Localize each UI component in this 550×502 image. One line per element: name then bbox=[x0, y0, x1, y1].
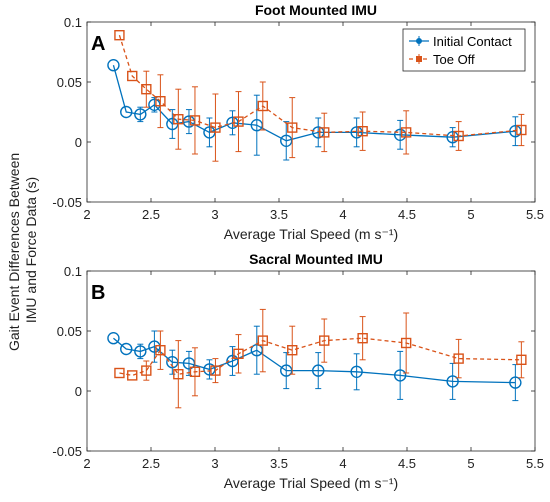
toe-off-point bbox=[233, 116, 244, 127]
legend-box bbox=[402, 28, 526, 72]
legend-marker-initial-contact bbox=[416, 38, 422, 44]
x-tick-label: 5.5 bbox=[526, 207, 544, 222]
toe-off-point bbox=[173, 369, 184, 380]
toe-off-point bbox=[257, 335, 268, 346]
initial-contact-point bbox=[107, 332, 120, 345]
toe-off-point bbox=[189, 366, 201, 377]
toe-off-point bbox=[516, 124, 527, 136]
x-tick-label: 4 bbox=[339, 207, 346, 222]
chart-title-a: Foot Mounted IMU bbox=[255, 2, 377, 18]
legend-label-initial-contact: Initial Contact bbox=[433, 34, 512, 49]
toe-off-point bbox=[155, 95, 166, 107]
legend-marker-toe-off bbox=[416, 56, 422, 62]
x-tick-label: 3 bbox=[211, 207, 218, 222]
x-tick-label: 2.5 bbox=[142, 456, 160, 471]
x-tick-label: 2 bbox=[83, 456, 90, 471]
initial-contact-point bbox=[509, 376, 522, 389]
x-tick-label: 4.5 bbox=[398, 456, 416, 471]
toe-off-point bbox=[189, 115, 201, 126]
x-axis-label-a: Average Trial Speed (m s⁻¹) bbox=[224, 226, 398, 242]
initial-contact-point bbox=[134, 108, 147, 121]
toe-off-point bbox=[233, 348, 244, 359]
y-tick-label: 0 bbox=[75, 135, 82, 150]
toe-off-point bbox=[516, 354, 527, 365]
panel-letter-a: A bbox=[91, 33, 105, 55]
y-tick-label: -0.05 bbox=[52, 444, 82, 459]
x-tick-label: 3.5 bbox=[270, 207, 288, 222]
toe-off-point bbox=[173, 113, 184, 125]
toe-off-point bbox=[400, 127, 412, 138]
initial-contact-point bbox=[393, 369, 407, 382]
toe-off-series-line bbox=[118, 35, 522, 137]
toe-off-point bbox=[400, 337, 412, 349]
toe-off-point bbox=[155, 345, 166, 356]
toe-off-point bbox=[357, 333, 368, 344]
toe-off-point bbox=[141, 83, 152, 95]
chart-panel-b: 2 2.5 3 3.5 4 4.5 5 5.5 -0.05 0 0.05 0.1 Sacral Moun… bbox=[52, 251, 544, 491]
y-axis-label-line-1: Gait Event Differences Between bbox=[6, 153, 22, 351]
initial-contact-point bbox=[350, 365, 363, 378]
y-tick-label: 0.05 bbox=[57, 324, 82, 339]
toe-off-point bbox=[127, 370, 138, 381]
toe-off-point bbox=[114, 367, 125, 379]
toe-off-point bbox=[319, 127, 330, 138]
initial-contact-point bbox=[134, 345, 147, 358]
chart-title-b: Sacral Mounted IMU bbox=[249, 251, 383, 267]
toe-off-point bbox=[210, 122, 221, 133]
plot-area-b bbox=[86, 270, 536, 452]
initial-contact-point bbox=[312, 364, 325, 377]
x-tick-label: 4 bbox=[339, 456, 346, 471]
x-axis-label-b: Average Trial Speed (m s⁻¹) bbox=[224, 475, 398, 491]
toe-off-point bbox=[357, 125, 368, 137]
x-tick-label: 5 bbox=[467, 456, 474, 471]
y-tick-label: 0.1 bbox=[64, 15, 82, 30]
x-tick-label: 4.5 bbox=[398, 207, 416, 222]
y-tick-label: 0.1 bbox=[64, 264, 82, 279]
legend: Initial Contact Toe Off bbox=[402, 28, 526, 72]
toe-off-point bbox=[287, 122, 298, 133]
y-tick-label: 0 bbox=[75, 384, 82, 399]
toe-off-point bbox=[319, 335, 330, 346]
y-axis-label-line-2: IMU and Force Data (s) bbox=[23, 177, 39, 323]
legend-label-toe-off: Toe Off bbox=[433, 52, 475, 67]
chart-panel-a: 2 2.5 3 3.5 4 4.5 5 5.5 -0.05 0 0.05 0.1 Foot Mounte… bbox=[52, 2, 544, 242]
toe-off-point bbox=[127, 70, 138, 82]
toe-off-point bbox=[114, 30, 125, 41]
toe-off-point bbox=[210, 365, 221, 376]
toe-off-point bbox=[453, 353, 464, 364]
initial-contact-point bbox=[120, 342, 133, 356]
toe-off-series-line bbox=[119, 337, 522, 377]
x-tick-label: 2 bbox=[83, 207, 90, 222]
x-tick-label: 3 bbox=[211, 456, 218, 471]
toe-off-point bbox=[257, 100, 268, 112]
x-tick-label: 3.5 bbox=[270, 456, 288, 471]
x-tick-label: 5 bbox=[467, 207, 474, 222]
y-tick-label: 0.05 bbox=[57, 75, 82, 90]
y-tick-label: -0.05 bbox=[52, 195, 82, 210]
initial-contact-point bbox=[107, 58, 120, 72]
toe-off-point bbox=[287, 345, 298, 356]
y-axis-label: Gait Event Differences Between IMU and F… bbox=[6, 149, 39, 351]
initial-contact-point bbox=[446, 375, 459, 388]
initial-contact-point bbox=[120, 105, 133, 119]
x-tick-label: 5.5 bbox=[526, 456, 544, 471]
toe-off-point bbox=[141, 365, 152, 376]
panel-letter-b: B bbox=[91, 282, 105, 304]
x-tick-label: 2.5 bbox=[142, 207, 160, 222]
toe-off-point bbox=[453, 130, 464, 142]
